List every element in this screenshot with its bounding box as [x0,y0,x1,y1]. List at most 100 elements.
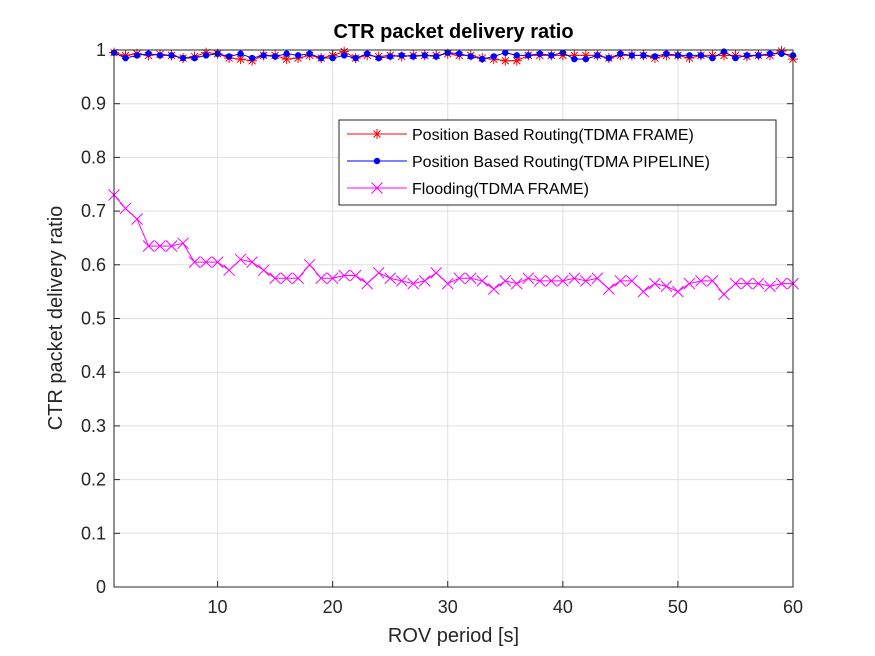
data-point [729,277,742,290]
data-point [326,272,339,285]
data-point [363,50,371,57]
marker-dot [375,54,382,62]
data-point [294,52,302,59]
data-point [234,253,247,266]
data-point [663,50,670,57]
marker-stroke [303,258,316,271]
data-point [476,275,489,287]
data-point [752,277,765,290]
data-point [525,52,532,59]
marker-dot [260,52,267,59]
data-point [317,54,325,62]
marker-stroke [568,272,581,285]
data-point [177,237,189,250]
marker-dot [433,53,440,60]
marker-stroke [591,272,604,285]
marker-dot [720,48,728,55]
data-point [500,55,511,66]
y-tick-label: 0.9 [81,94,106,114]
y-tick-label: 0.6 [81,255,106,275]
data-point [131,213,143,226]
data-point [211,256,224,268]
legend-entry-1: Position Based Routing(TDMA FRAME) [347,127,694,144]
marker-stroke [683,277,696,290]
marker-stroke [282,55,291,63]
data-point [548,52,555,59]
marker-stroke [510,277,523,290]
data-point [372,267,385,279]
data-point [513,52,520,59]
marker-stroke [556,275,569,287]
marker-stroke [349,269,362,282]
data-point [614,275,627,287]
marker-dot [651,53,659,60]
marker-stroke [441,277,454,290]
marker-stroke [499,275,512,287]
marker-stroke [487,283,500,295]
marker-stroke [361,277,374,290]
marker-stroke [476,275,489,287]
marker-stroke [269,272,281,285]
data-point [651,53,659,60]
marker-stroke [741,277,753,290]
data-point [697,52,705,59]
marker-dot [456,50,463,57]
marker-dot [525,52,532,59]
data-point [260,52,267,59]
marker-dot [697,52,705,59]
data-point [271,53,279,60]
x-tick-label: 30 [438,597,458,617]
marker-dot [605,54,613,62]
marker-dot [709,54,716,62]
data-point [154,240,166,252]
marker-stroke [407,277,420,290]
data-point [487,283,500,295]
data-point [502,49,509,56]
data-point [741,277,753,290]
marker-stroke [729,277,742,290]
marker-dot [306,50,313,57]
chart-title: CTR packet delivery ratio [333,21,573,43]
data-point [556,275,569,287]
marker-dot [340,52,348,59]
data-point [591,272,604,285]
data-point [398,52,405,59]
marker-dot [755,52,762,59]
marker-dot [202,52,210,59]
marker-stroke [603,283,615,295]
marker-dot [513,52,520,59]
x-tick-label: 50 [668,597,688,617]
legend-box [338,119,777,206]
marker-stroke [718,288,730,301]
marker-dot [373,157,381,165]
marker-dot [479,55,486,63]
data-point [142,240,155,252]
data-point [387,53,394,60]
marker-dot [248,54,256,62]
data-point [536,50,544,57]
marker-stroke [257,264,270,277]
data-point [649,277,661,290]
marker-dot [582,55,590,63]
data-point [156,52,164,59]
data-point [672,285,684,298]
x-tick-label: 60 [783,597,803,617]
y-axis-label: CTR packet delivery ratio [45,206,67,431]
x-tick-label: 40 [553,597,573,617]
data-point [732,54,739,62]
data-point [686,52,693,59]
marker-stroke [200,256,212,268]
data-point [467,53,474,60]
marker-dot [536,50,544,57]
marker-stroke [142,240,155,252]
data-point [191,54,198,62]
marker-stroke [395,275,408,287]
marker-stroke [660,280,673,293]
series-2 [110,48,797,63]
data-point [338,269,351,282]
data-point [237,50,244,57]
marker-dot [225,53,233,60]
data-point [352,54,359,62]
data-point [315,272,328,285]
